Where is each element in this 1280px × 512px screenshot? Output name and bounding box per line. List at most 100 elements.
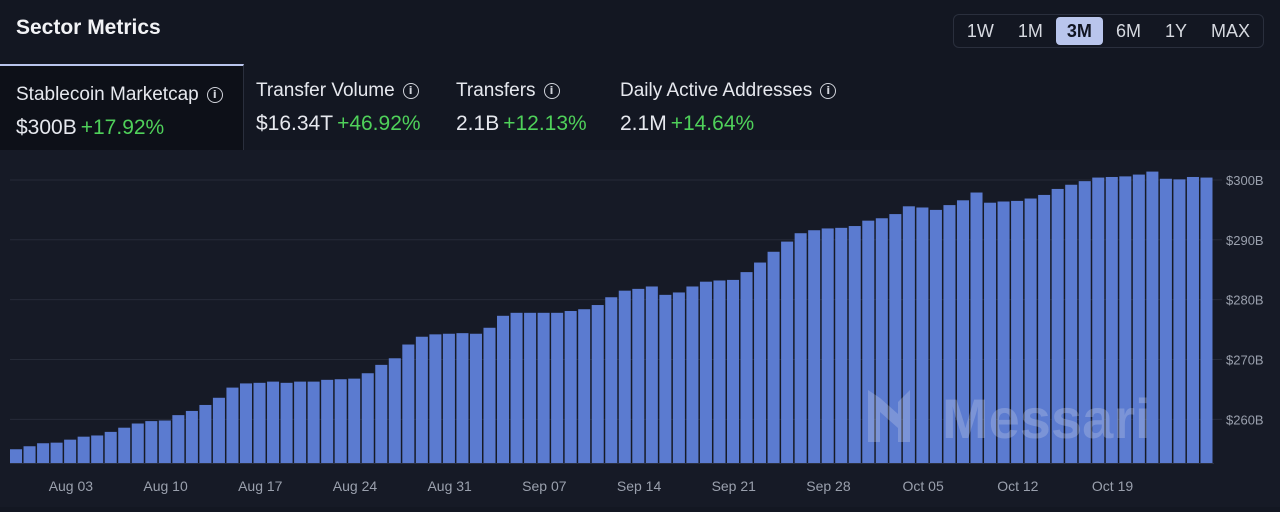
bar[interactable]	[469, 333, 482, 463]
bar[interactable]	[226, 387, 239, 463]
bar[interactable]	[239, 383, 253, 463]
bar[interactable]	[848, 226, 861, 463]
bar[interactable]	[1051, 188, 1064, 463]
bar[interactable]	[645, 286, 658, 463]
range-button-1w[interactable]: 1W	[966, 21, 994, 41]
bar[interactable]	[1024, 198, 1037, 463]
bar[interactable]	[185, 410, 198, 463]
range-button-6m[interactable]: 6M	[1115, 21, 1141, 41]
bar[interactable]	[659, 294, 672, 463]
bar[interactable]	[483, 327, 496, 463]
bar[interactable]	[321, 379, 334, 463]
bar[interactable]	[672, 292, 685, 463]
range-button-3m[interactable]: 3M	[1055, 17, 1103, 45]
bar[interactable]	[794, 233, 807, 463]
bar[interactable]	[1132, 174, 1145, 463]
bar[interactable]	[929, 209, 942, 463]
bar[interactable]	[686, 286, 699, 463]
bar[interactable]	[889, 214, 902, 463]
bar[interactable]	[1159, 178, 1172, 463]
metric-tab-transfers[interactable]: Transfers i 2.1B +12.13%	[456, 64, 606, 150]
bar[interactable]	[997, 201, 1010, 463]
bar[interactable]	[402, 344, 415, 463]
bar[interactable]	[267, 381, 280, 463]
bar[interactable]	[632, 288, 645, 463]
bar[interactable]	[564, 311, 577, 463]
bar[interactable]	[212, 397, 225, 463]
bar[interactable]	[984, 202, 997, 463]
bar[interactable]	[307, 381, 320, 463]
bar[interactable]	[388, 358, 401, 463]
range-button-max[interactable]: MAX	[1210, 21, 1250, 41]
bar[interactable]	[726, 279, 740, 463]
bar[interactable]	[754, 262, 767, 463]
bar[interactable]	[862, 220, 875, 463]
bar[interactable]	[497, 315, 510, 463]
bar[interactable]	[50, 442, 63, 463]
bar[interactable]	[524, 312, 537, 463]
bar[interactable]	[956, 200, 969, 463]
bar[interactable]	[591, 305, 604, 463]
bar[interactable]	[821, 228, 834, 463]
metric-tab-stablecoin-marketcap[interactable]: Stablecoin Marketcap i $300B +17.92%	[0, 64, 244, 152]
info-icon[interactable]: i	[543, 83, 560, 99]
bar[interactable]	[1146, 171, 1159, 463]
bar[interactable]	[1011, 200, 1024, 463]
bar[interactable]	[537, 312, 550, 463]
bar[interactable]	[713, 280, 726, 463]
bar[interactable]	[199, 404, 212, 463]
bar[interactable]	[375, 364, 388, 463]
bar[interactable]	[77, 436, 90, 463]
info-icon[interactable]: i	[820, 83, 837, 99]
bar[interactable]	[916, 207, 929, 463]
bar[interactable]	[875, 218, 888, 463]
bar[interactable]	[91, 435, 104, 463]
bar[interactable]	[943, 205, 956, 463]
bar[interactable]	[781, 241, 794, 463]
bar[interactable]	[10, 449, 23, 463]
bar[interactable]	[1038, 194, 1051, 463]
bar[interactable]	[767, 251, 780, 463]
bar[interactable]	[37, 443, 50, 463]
bar[interactable]	[361, 373, 374, 463]
metric-tab-daily-active-addresses[interactable]: Daily Active Addresses i 2.1M +14.64%	[620, 64, 880, 150]
bar[interactable]	[1078, 181, 1091, 463]
metric-tab-transfer-volume[interactable]: Transfer Volume i $16.34T +46.92%	[256, 64, 446, 150]
bar[interactable]	[334, 379, 347, 463]
bar[interactable]	[618, 290, 631, 463]
bar[interactable]	[158, 420, 171, 463]
bar[interactable]	[1092, 177, 1105, 463]
bar[interactable]	[1200, 177, 1213, 463]
bar[interactable]	[23, 446, 36, 463]
bar[interactable]	[348, 378, 361, 463]
bar[interactable]	[808, 230, 821, 463]
bar[interactable]	[835, 227, 848, 463]
bar[interactable]	[118, 427, 131, 463]
bar[interactable]	[578, 309, 591, 463]
bar[interactable]	[429, 334, 442, 463]
bar[interactable]	[294, 381, 307, 463]
bar[interactable]	[1173, 179, 1186, 463]
bar[interactable]	[104, 431, 117, 463]
bar[interactable]	[1119, 176, 1132, 463]
bar[interactable]	[970, 192, 983, 463]
bar[interactable]	[442, 333, 455, 463]
bar[interactable]	[172, 415, 185, 463]
bar[interactable]	[902, 206, 915, 464]
bar[interactable]	[64, 439, 77, 463]
bar[interactable]	[740, 272, 753, 463]
bar[interactable]	[699, 281, 712, 463]
bar[interactable]	[551, 312, 564, 463]
bar[interactable]	[1065, 184, 1078, 463]
bar[interactable]	[1105, 176, 1118, 464]
info-icon[interactable]: i	[402, 83, 419, 99]
bar[interactable]	[605, 297, 618, 463]
bar[interactable]	[253, 382, 266, 463]
bar[interactable]	[280, 382, 293, 463]
bar[interactable]	[131, 423, 144, 463]
bar[interactable]	[510, 312, 523, 463]
range-button-1m[interactable]: 1M	[1017, 21, 1043, 41]
bar[interactable]	[456, 333, 469, 463]
bar[interactable]	[1186, 176, 1199, 464]
range-button-1y[interactable]: 1Y	[1164, 21, 1187, 41]
